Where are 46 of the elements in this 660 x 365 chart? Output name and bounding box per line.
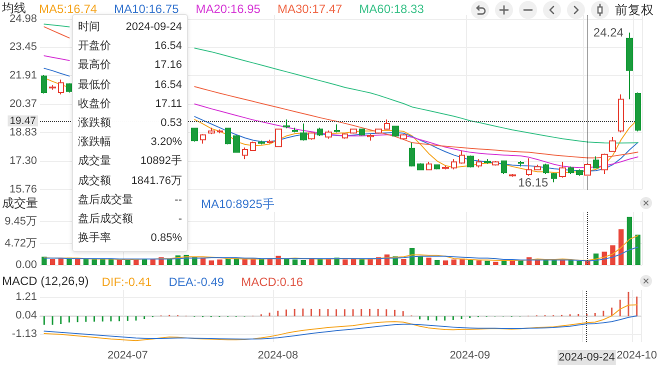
y-tick-label: 18.83 bbox=[9, 126, 37, 139]
text: 盘后成交额 - bbox=[78, 212, 182, 225]
y-tick-label: 0.00 bbox=[16, 259, 37, 271]
x-tick-label: 2024-07 bbox=[107, 350, 148, 362]
text: DEA:-0.49 bbox=[168, 275, 224, 289]
text: 成交量 10892手 bbox=[78, 155, 182, 168]
text: MA60:18.33 bbox=[359, 2, 424, 16]
y-tick-label: 21.91 bbox=[9, 70, 37, 82]
text: 开盘价 16.54 bbox=[78, 40, 182, 52]
legend-title: 成交量 bbox=[2, 196, 38, 210]
text: 涨跌额 0.53 bbox=[78, 116, 182, 129]
y-tick-label: 1.21 bbox=[16, 291, 37, 304]
text: MA10:8925手 bbox=[201, 197, 274, 211]
annotation: 24.24 bbox=[593, 26, 624, 40]
annotation: 16.15 bbox=[518, 175, 549, 190]
x-tick-label: 2024-09 bbox=[450, 350, 490, 362]
text: MA10:16.75 bbox=[114, 2, 180, 16]
legend-title: MACD (12,26,9) bbox=[2, 274, 89, 288]
x-tick-label: 2024-09-24 bbox=[558, 352, 615, 364]
y-tick-label: 24.98 bbox=[9, 12, 37, 25]
x-tick-label: 2024-08 bbox=[258, 350, 298, 362]
legend-title: 均线 bbox=[1, 1, 26, 15]
text: 成交额 1841.76万 bbox=[78, 174, 182, 186]
text: 换手率 0.85% bbox=[78, 232, 182, 244]
text: 时间 2024-09-24 bbox=[78, 21, 182, 33]
text: 最高价 17.16 bbox=[78, 59, 182, 72]
y-tick-label: 23.45 bbox=[9, 41, 37, 54]
y-tick-label: -1.13 bbox=[12, 328, 37, 340]
y-tick-label: 9.45万 bbox=[4, 216, 37, 228]
text: MA20:16.95 bbox=[196, 2, 261, 16]
text: MA5:16.74 bbox=[39, 2, 98, 16]
y-tick-label: 17.30 bbox=[9, 155, 37, 168]
text: 最低价 16.54 bbox=[78, 78, 182, 91]
y-tick-label: 20.37 bbox=[9, 98, 37, 110]
text: 收盘价 17.11 bbox=[78, 98, 182, 110]
y-tick-label: 15.76 bbox=[9, 184, 37, 196]
text: 盘后成交量 -- bbox=[78, 194, 182, 206]
y-tick-label: 0.04 bbox=[16, 310, 37, 322]
text: 涨跌幅 3.20% bbox=[78, 136, 182, 148]
text: MA30:17.47 bbox=[277, 2, 342, 16]
ref-line-label: 19.47 bbox=[10, 114, 36, 127]
x-tick-label: 2024-10 bbox=[616, 350, 658, 362]
y-tick-label: 4.72万 bbox=[4, 237, 37, 250]
series-label: MACD:0.16 bbox=[241, 275, 304, 289]
text: DIF:-0.41 bbox=[102, 275, 152, 289]
annotation: 前复权 bbox=[615, 2, 654, 18]
